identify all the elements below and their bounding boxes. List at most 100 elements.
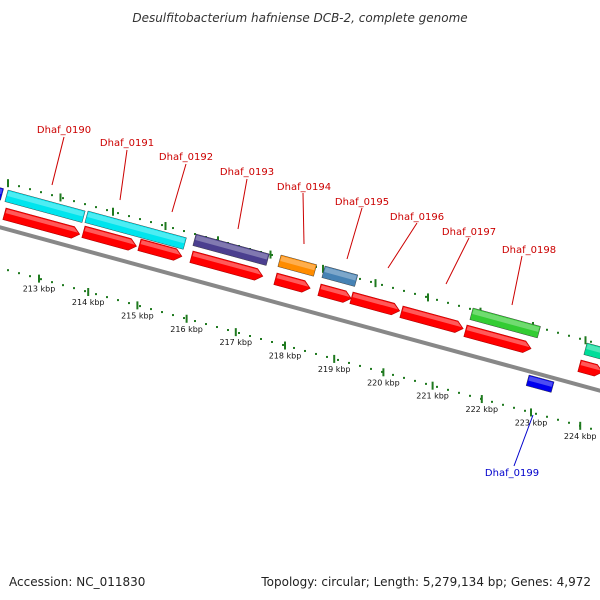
feature-block — [192, 233, 270, 266]
track-dot — [502, 403, 504, 406]
feature-block — [0, 185, 4, 201]
track-dot — [194, 320, 196, 323]
inner-tick-track — [7, 269, 592, 430]
track-dot — [106, 209, 108, 212]
track-dot — [73, 287, 75, 290]
track-dot — [348, 361, 350, 364]
map-title: Desulfitobacterium hafniense DCB-2, comp… — [132, 11, 467, 25]
label-leader-line — [51, 136, 65, 186]
track-dot — [403, 376, 405, 379]
summary-text: Topology: circular; Length: 5,279,134 bp… — [260, 575, 591, 589]
scale-tick-label: 219 kbp — [318, 365, 351, 374]
feature-block — [4, 189, 86, 223]
track-dot — [392, 373, 394, 376]
track-dot — [425, 295, 427, 298]
track-dot — [40, 278, 42, 281]
scale-tick-label: 215 kbp — [121, 311, 154, 320]
track-dot — [293, 346, 295, 349]
track-dot — [205, 323, 207, 326]
label-leader-line — [346, 207, 363, 260]
track-dot — [95, 206, 97, 209]
cds-arrow — [2, 207, 81, 239]
gene-labels: Dhaf_0190Dhaf_0191Dhaf_0192Dhaf_0193Dhaf… — [37, 125, 556, 479]
track-dot — [29, 188, 31, 191]
cds-arrow — [463, 324, 532, 353]
label-leader-line — [445, 237, 470, 285]
label-leader-line — [171, 163, 187, 213]
feature-block — [583, 342, 600, 361]
track-dot — [95, 293, 97, 296]
label-leader-line — [513, 414, 534, 467]
gene-label-dhaf-0192: Dhaf_0192 — [159, 152, 213, 163]
label-leaders — [51, 136, 534, 467]
track-dot — [62, 284, 64, 287]
track-dot — [491, 400, 493, 403]
track-dot — [216, 326, 218, 329]
gene-label-dhaf-0194: Dhaf_0194 — [277, 182, 331, 193]
track-dot — [172, 314, 174, 317]
feature-block — [321, 265, 359, 287]
track-dot — [117, 212, 119, 215]
track-dot — [414, 379, 416, 382]
track-dot — [51, 194, 53, 197]
track-dot — [524, 409, 526, 412]
gene-label-dhaf-0197: Dhaf_0197 — [442, 227, 496, 238]
track-dot — [150, 221, 152, 224]
track-dot — [40, 191, 42, 194]
track-dot — [458, 304, 460, 307]
scale-tick-label: 213 kbp — [23, 285, 56, 294]
track-dot — [425, 382, 427, 385]
track-dot — [579, 337, 581, 340]
track-dot — [161, 224, 163, 227]
track-dot — [84, 290, 86, 293]
track-dot — [359, 277, 361, 280]
track-dot — [568, 334, 570, 337]
track-dot — [183, 230, 185, 233]
label-leader-line — [119, 149, 128, 201]
track-dot — [370, 280, 372, 283]
gene-label-dhaf-0195: Dhaf_0195 — [335, 197, 389, 208]
genome-backbone — [0, 225, 600, 393]
track-dot — [381, 370, 383, 373]
track-dot — [227, 329, 229, 332]
track-dot — [161, 311, 163, 314]
track-dot — [238, 332, 240, 335]
track-dot — [18, 272, 20, 275]
cds-arrow — [577, 359, 600, 377]
feature-track — [0, 185, 600, 393]
track-dot — [271, 340, 273, 343]
cds-arrow — [81, 225, 137, 251]
track-dot — [51, 281, 53, 284]
track-dot — [546, 415, 548, 418]
cds-arrow — [189, 250, 264, 281]
label-leader-line — [387, 222, 418, 269]
track-dot — [315, 352, 317, 355]
scale-tick-label: 216 kbp — [170, 325, 203, 334]
gene-label-dhaf-0193: Dhaf_0193 — [220, 167, 274, 178]
track-dot — [337, 358, 339, 361]
track-dot — [73, 200, 75, 203]
label-leader-line — [511, 255, 523, 306]
feature-block — [525, 374, 555, 393]
cds-arrow — [349, 291, 401, 316]
track-dot — [84, 203, 86, 206]
scale-tick-label: 223 kbp — [515, 418, 548, 427]
track-dot — [18, 185, 20, 188]
gene-label-dhaf-0199: Dhaf_0199 — [485, 468, 539, 479]
cds-arrow — [317, 283, 352, 303]
track-dot — [62, 197, 64, 200]
scale-tick-label: 222 kbp — [465, 405, 498, 414]
feature-block — [469, 307, 541, 339]
track-dot — [414, 292, 416, 295]
track-dot — [557, 331, 559, 334]
scale-labels: 213 kbp 214 kbp 215 kbp 216 kbp 217 kbp 218 k… — [23, 274, 597, 441]
track-dot — [29, 275, 31, 278]
gene-label-dhaf-0196: Dhaf_0196 — [390, 212, 444, 223]
track-dot — [469, 394, 471, 397]
scale-tick-label: 220 kbp — [367, 378, 400, 387]
track-dot — [7, 269, 9, 272]
track-dot — [568, 421, 570, 424]
scale-tick-label: 217 kbp — [219, 338, 252, 347]
track-dot — [392, 286, 394, 289]
track-dot — [469, 307, 471, 310]
